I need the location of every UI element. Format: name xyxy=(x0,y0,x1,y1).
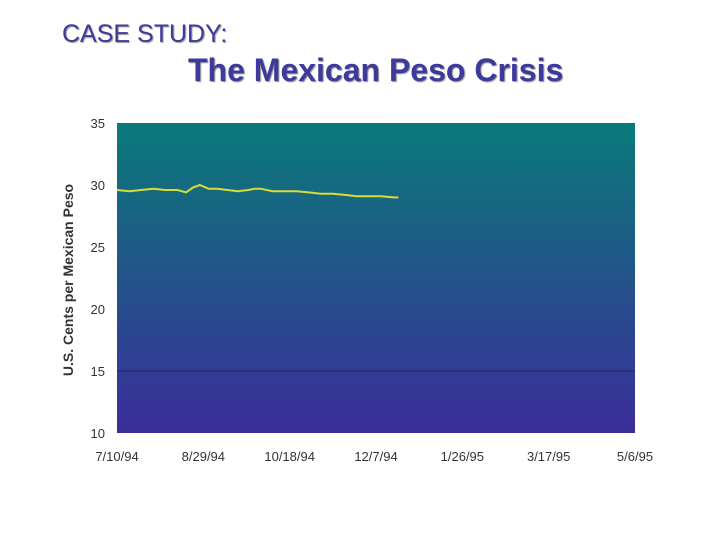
y-axis-title: U.S. Cents per Mexican Peso xyxy=(60,184,76,376)
y-tick-label: 15 xyxy=(91,364,105,379)
x-tick-label: 1/26/95 xyxy=(441,449,484,464)
plot-area xyxy=(117,123,635,433)
y-tick-label: 20 xyxy=(91,302,105,317)
x-tick-label: 7/10/94 xyxy=(95,449,138,464)
y-tick-label: 30 xyxy=(91,178,105,193)
x-tick-label: 5/6/95 xyxy=(617,449,653,464)
slide-heading: CASE STUDY: xyxy=(62,20,228,48)
slide-title: The Mexican Peso Crisis xyxy=(188,52,564,88)
series-line-peso xyxy=(116,184,399,199)
y-tick-label: 10 xyxy=(91,426,105,441)
y-tick-label: 25 xyxy=(91,240,105,255)
y-tick-label: 35 xyxy=(91,116,105,131)
x-tick-label: 8/29/94 xyxy=(182,449,225,464)
x-tick-label: 12/7/94 xyxy=(354,449,397,464)
x-tick-label: 10/18/94 xyxy=(264,449,315,464)
x-tick-label: 3/17/95 xyxy=(527,449,570,464)
